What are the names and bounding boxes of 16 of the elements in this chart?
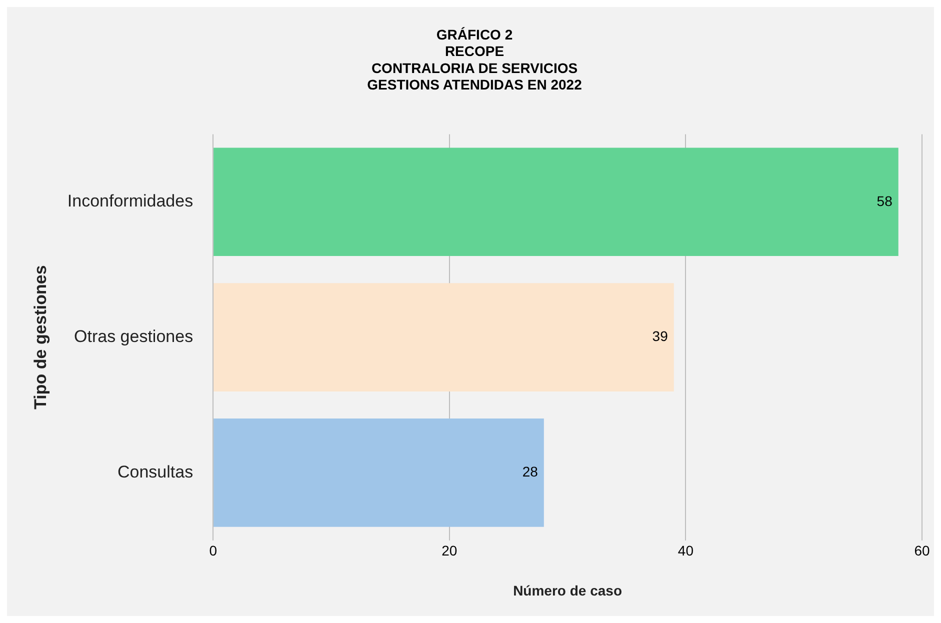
data-label: 58 — [876, 192, 893, 209]
x-tick-label: 40 — [678, 542, 694, 559]
data-label: 39 — [652, 328, 668, 344]
bar — [214, 283, 674, 392]
y-tick-label: Consultas — [117, 462, 194, 482]
bar — [214, 418, 544, 527]
data-label: 28 — [522, 464, 538, 480]
x-axis-title: Número de caso — [513, 582, 622, 598]
x-tick-label: 20 — [442, 542, 458, 559]
x-tick-label: 0 — [209, 542, 218, 559]
x-tick-label: 60 — [914, 542, 930, 559]
y-tick-label: Otras gestiones — [74, 326, 194, 346]
bar — [214, 148, 898, 256]
y-tick-label: Inconformidades — [67, 192, 194, 211]
chart-title: GRÁFICO 2 RECOPE CONTRALORIA DE SERVICIOS GESTIONS ATENDIDAS EN 2022 — [367, 26, 582, 93]
y-axis-title: Tipo de gestiones — [30, 265, 50, 410]
